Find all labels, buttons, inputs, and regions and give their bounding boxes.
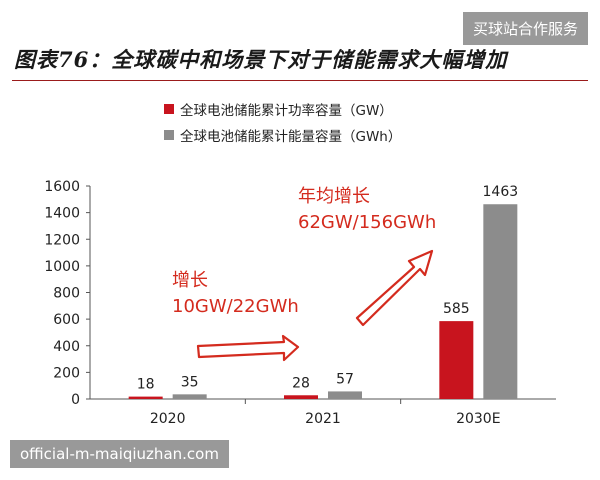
x-tick-label: 2020 xyxy=(150,411,186,427)
watermark-top: 买球站合作服务 xyxy=(462,12,588,45)
watermark-bottom: official-m-maiqiuzhan.com xyxy=(10,440,229,468)
legend-item-energy: 全球电池储能累计能量容量（GWh） xyxy=(164,122,401,148)
growth-annotation-2030: 年均增长 62GW/156GWh xyxy=(298,184,436,236)
bar-energy xyxy=(483,204,518,399)
bar-power xyxy=(284,395,318,399)
legend-label-power: 全球电池储能累计功率容量（GW） xyxy=(180,103,393,119)
chart-arrows xyxy=(196,249,434,362)
data-label: 35 xyxy=(181,374,199,390)
growth-annotation-2021-line2: 10GW/22GWh xyxy=(172,296,299,317)
bar-energy xyxy=(328,391,362,399)
growth-annotation-2021-line1: 增长 xyxy=(172,270,208,291)
data-label: 18 xyxy=(137,377,155,393)
chart-data-labels: 18 35 28 57 585 1463 xyxy=(137,184,518,392)
bar-power xyxy=(128,396,163,399)
data-label: 1463 xyxy=(483,184,519,200)
growth-annotation-2030-line1: 年均增长 xyxy=(298,186,370,207)
growth-arrow-2030 xyxy=(355,249,434,327)
y-tick-label: 1200 xyxy=(44,232,80,248)
chart-bars xyxy=(128,204,518,399)
x-tick-label: 2021 xyxy=(305,411,341,427)
y-tick-label: 1400 xyxy=(44,206,80,222)
y-tick-label: 200 xyxy=(53,365,80,381)
y-tick-label: 1000 xyxy=(44,259,80,275)
legend-swatch-power xyxy=(164,104,174,114)
legend-label-energy: 全球电池储能累计能量容量（GWh） xyxy=(180,129,402,145)
y-tick-label: 600 xyxy=(53,312,80,328)
y-tick-label: 1600 xyxy=(44,179,80,195)
legend-swatch-energy xyxy=(164,130,174,140)
data-label: 28 xyxy=(292,375,310,391)
data-label: 57 xyxy=(336,371,354,387)
x-tick-label: 2030E xyxy=(456,411,500,427)
chart-legend: 全球电池储能累计功率容量（GW） 全球电池储能累计能量容量（GWh） xyxy=(164,96,401,148)
title-divider xyxy=(12,80,588,81)
y-tick-label: 400 xyxy=(53,339,80,355)
growth-arrow-2021 xyxy=(196,334,300,362)
y-tick-label: 0 xyxy=(71,392,80,408)
y-tick-label: 800 xyxy=(53,286,80,302)
growth-annotation-2030-line2: 62GW/156GWh xyxy=(298,212,437,233)
data-label: 585 xyxy=(443,301,470,317)
legend-item-power: 全球电池储能累计功率容量（GW） xyxy=(164,96,401,122)
chart-axes: 0 200 400 600 800 1000 1200 1400 1600 2020 2021 203… xyxy=(44,179,556,427)
growth-annotation-2021: 增长 10GW/22GWh xyxy=(172,268,299,320)
bar-energy xyxy=(172,394,207,399)
bar-power xyxy=(439,321,474,399)
chart-title: 图表76：全球碳中和场景下对于储能需求大幅增加 xyxy=(14,47,508,72)
